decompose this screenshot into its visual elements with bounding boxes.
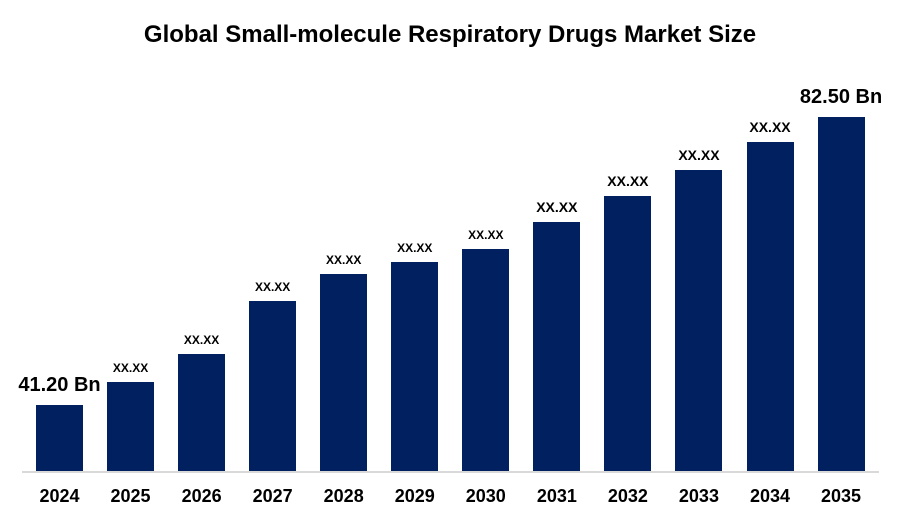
bar-value-label-2031: XX.XX <box>536 199 578 215</box>
bar-2030 <box>462 249 510 471</box>
bar-value-label-2024: 41.20 Bn <box>18 374 101 396</box>
bar-value-label-2025: XX.XX <box>112 361 149 375</box>
bar-value-label-2026: XX.XX <box>183 333 220 347</box>
x-axis-label-2028: 2028 <box>323 486 364 506</box>
bar-value-label-2033: XX.XX <box>678 147 720 163</box>
chart-title: Global Small-molecule Respiratory Drugs … <box>143 21 757 48</box>
bar-2029 <box>391 262 439 471</box>
bar-2033 <box>675 170 723 471</box>
x-axis-label-2031: 2031 <box>536 486 577 506</box>
bar-2028 <box>320 274 368 471</box>
bar-2025 <box>107 382 155 471</box>
bar-2026 <box>178 354 226 471</box>
x-axis-label-2024: 2024 <box>39 486 80 506</box>
bar-value-label-2032: XX.XX <box>607 173 649 189</box>
bar-value-label-2028: XX.XX <box>326 253 362 267</box>
x-axis-label-2026: 2026 <box>181 486 222 506</box>
bar-value-label-2035: 82.50 Bn <box>799 86 883 108</box>
bar-value-label-2029: XX.XX <box>397 241 433 255</box>
x-axis-label-2025: 2025 <box>110 486 151 506</box>
bar-2024 <box>36 405 83 471</box>
x-axis-label-2032: 2032 <box>607 486 648 506</box>
bar-value-label-2027: XX.XX <box>254 280 291 294</box>
bar-2031 <box>533 222 581 471</box>
bar-2035 <box>817 117 865 471</box>
bar-value-label-2034: XX.XX <box>749 119 791 135</box>
x-axis-label-2027: 2027 <box>252 486 293 506</box>
bar-2032 <box>604 196 652 471</box>
x-axis-label-2034: 2034 <box>749 486 791 506</box>
x-axis-line <box>22 471 879 473</box>
x-axis-label-2035: 2035 <box>821 486 862 506</box>
bar-value-label-2030: XX.XX <box>468 228 504 242</box>
bar-2034 <box>746 142 794 471</box>
x-axis-label-2033: 2033 <box>678 486 719 506</box>
x-axis-label-2029: 2029 <box>394 486 435 506</box>
bar-2027 <box>249 301 297 471</box>
x-axis-label-2030: 2030 <box>465 486 506 506</box>
